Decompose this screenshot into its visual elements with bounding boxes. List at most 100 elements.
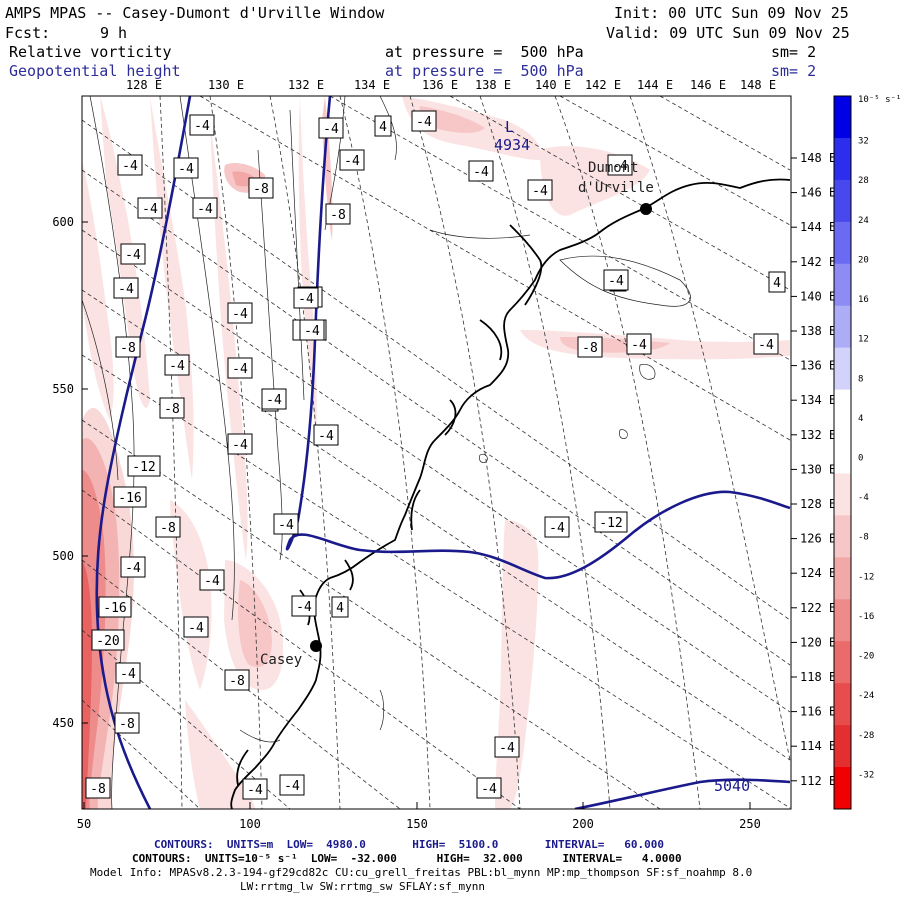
graticule	[82, 96, 791, 809]
contour-label: -12	[132, 460, 155, 475]
field1-level: at pressure = 500 hPa	[385, 43, 584, 61]
colorbar-label: 32	[858, 137, 869, 147]
colorbar-bin	[834, 305, 851, 349]
x-tick-label: 150	[406, 817, 428, 831]
field1-smoothing: sm= 2	[771, 43, 817, 61]
contour-label-box	[189, 114, 215, 136]
contour-label: -4	[284, 779, 300, 794]
top-lon-label: 146 E	[690, 78, 726, 92]
top-lon-label: 148 E	[740, 78, 776, 92]
contour-label: -4	[194, 119, 210, 134]
right-lon-label: 146 E	[800, 186, 836, 200]
contour-label: -4	[178, 162, 194, 177]
contour-label: -4	[125, 248, 141, 263]
right-lon-label: 142 E	[800, 255, 836, 269]
contour-label-box	[527, 179, 553, 201]
footer-model-info-2: LW:rrtmg_lw SW:rrtmg_sw SFLAY:sf_mynn	[240, 880, 486, 893]
right-lon-label: 114 E	[800, 739, 836, 753]
forecast-hour: 9 h	[100, 24, 128, 42]
right-lon-label: 144 E	[800, 220, 836, 234]
contour-label: -4	[118, 282, 134, 297]
station-dot-casey[interactable]	[310, 640, 322, 652]
contour-label-box	[227, 302, 253, 324]
right-lon-label: 140 E	[800, 289, 836, 303]
contour-label: -4	[278, 518, 294, 533]
contour-label: -4	[266, 393, 282, 408]
top-lon-label: 134 E	[354, 78, 390, 92]
right-lon-label: 148 E	[800, 151, 836, 165]
right-longitude-labels: 148 E 146 E 144 E 142 E 140 E 138 E 136 E 134 E…	[791, 151, 836, 788]
top-lon-label: 144 E	[637, 78, 673, 92]
contour-label-box	[113, 486, 147, 508]
map-area: -4 -4 4 -4 -8 -4 -4 -4 -4 -4 -8 -8 -4 -4 -4 -8 -4 -4 -4 4 -8…	[82, 96, 791, 809]
height-contours	[95, 96, 791, 809]
right-lon-label: 132 E	[800, 428, 836, 442]
contour-label-box	[299, 319, 325, 341]
contour-label: -4	[758, 338, 774, 353]
contour-label-box	[224, 669, 250, 691]
contour-label-box	[159, 397, 185, 419]
y-tick-label: 450	[52, 716, 74, 730]
colorbar-label: 24	[858, 216, 869, 226]
field2-level: at pressure = 500 hPa	[385, 62, 584, 80]
colorbar-bin	[834, 473, 851, 516]
station-dot-dumont[interactable]	[640, 203, 652, 215]
contour-label: -4	[232, 438, 248, 453]
contour-label-box	[603, 269, 629, 291]
colorbar-label: 16	[858, 295, 869, 305]
colorbar-label: -28	[858, 731, 874, 741]
contour-label-layer: -4 -4 4 -4 -8 -4 -4 -4 -4 -4 -8 -8 -4 -4 -4 -8 -4 -4 -4 4 -8…	[85, 110, 786, 800]
contour-label: -4	[612, 159, 628, 174]
right-lon-label: 134 E	[800, 393, 836, 407]
contour-label: -16	[118, 491, 141, 506]
contour-label-box	[114, 712, 140, 734]
top-lon-label: 128 E	[126, 78, 162, 92]
init-time: Init: 00 UTC Sun 09 Nov 25	[614, 4, 849, 22]
contour-label-box	[164, 354, 190, 376]
map-frame	[81, 95, 792, 810]
y-tick-label: 600	[52, 215, 74, 229]
colorbar-bin	[834, 767, 851, 810]
contour-label-box	[494, 736, 520, 758]
contour-label: -4	[247, 783, 263, 798]
colorbar-label: -12	[858, 572, 874, 582]
contour-label: -4	[122, 159, 138, 174]
colorbar-label: 20	[858, 255, 869, 265]
right-lon-label: 118 E	[800, 670, 836, 684]
contour-label: -20	[96, 634, 119, 649]
contour-label-box	[227, 433, 253, 455]
footer-model-info-1: Model Info: MPASv8.2.3-194-gf29cd82c CU:…	[90, 866, 753, 879]
contour-label: -4	[204, 574, 220, 589]
colorbar-bin	[834, 389, 851, 433]
contour-label-box	[313, 424, 339, 446]
contour-label: -16	[103, 601, 126, 616]
colorbar-label: -16	[858, 612, 874, 622]
contour-label: -4	[416, 115, 432, 130]
contour-label-box	[318, 117, 344, 139]
colorbar-bin	[834, 599, 851, 642]
colorbar-label: -4	[858, 493, 869, 503]
right-lon-label: 130 E	[800, 462, 836, 476]
contour-label-box	[753, 333, 779, 355]
contour-label: -4	[499, 741, 515, 756]
colorbar-bin	[834, 179, 851, 223]
contour-label-box	[594, 511, 628, 533]
contour-label: -4	[608, 274, 624, 289]
colorbar: 10⁻⁵ s⁻¹ 32 28 24 20 16 12 8 4 0 -4 -8 -12 -16 -20 -24…	[833, 95, 900, 810]
contour-label: 4	[336, 601, 344, 616]
field2-name: Geopotential height	[9, 62, 181, 80]
contour-label-box	[476, 777, 502, 799]
colorbar-frame	[833, 95, 852, 810]
contour-label: -8	[160, 521, 176, 536]
contour-label-box	[137, 197, 163, 219]
contour-label-box	[85, 777, 111, 799]
colorbar-bin	[834, 137, 851, 181]
colorbar-label: 4	[858, 414, 863, 424]
field2-smoothing: sm= 2	[771, 62, 817, 80]
contour-label: -4	[232, 307, 248, 322]
contour-label-box	[155, 516, 181, 538]
x-axis-ticks: 50 100 150 200 250	[77, 802, 761, 831]
contour-label: -8	[120, 341, 136, 356]
contour-label-box	[120, 243, 146, 265]
